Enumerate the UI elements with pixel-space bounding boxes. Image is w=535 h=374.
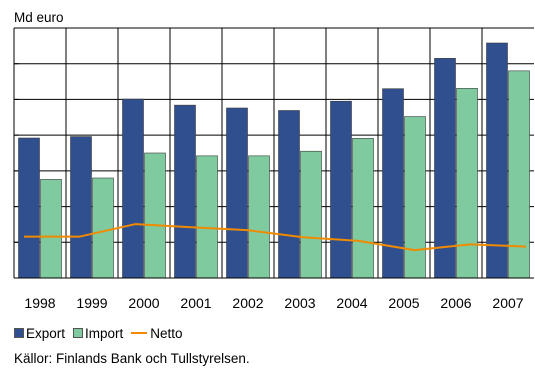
gridlines <box>14 28 534 278</box>
bar-export-1998 <box>18 137 40 279</box>
x-tick-label: 2007 <box>492 295 523 311</box>
legend-label-netto: Netto <box>150 325 183 341</box>
legend-swatch-netto <box>131 332 148 334</box>
bar-import-2005 <box>404 116 426 279</box>
legend-item-import: Import <box>73 326 123 341</box>
bar-export-2006 <box>434 58 456 279</box>
bar-import-2006 <box>456 88 478 279</box>
bar-export-2000 <box>122 98 144 279</box>
y-axis-label: Md euro <box>14 10 64 25</box>
bar-import-2000 <box>144 152 166 279</box>
netto-line-layer <box>24 223 527 252</box>
x-tick-label: 2000 <box>128 295 159 311</box>
legend-item-export: Export <box>14 326 65 341</box>
bar-import-2003 <box>300 150 322 279</box>
x-tick-label: 2006 <box>440 295 471 311</box>
legend-swatch-import <box>73 328 84 338</box>
bar-export-2005 <box>382 88 404 279</box>
bar-export-2001 <box>174 104 196 279</box>
legend-item-netto: Netto <box>131 325 183 341</box>
bar-import-1999 <box>92 177 114 279</box>
x-tick-labels: 1998 1999 2000 2001 2002 2003 2004 2005 2006 2007 <box>24 295 523 311</box>
source-note: Källor: Finlands Bank och Tullstyrelsen. <box>14 351 250 366</box>
bar-export-2004 <box>330 100 352 279</box>
bar-import-2004 <box>352 138 374 279</box>
x-tick-label: 2002 <box>232 295 263 311</box>
bar-export-2002 <box>226 107 248 279</box>
plot-frame <box>13 27 534 279</box>
x-tick-label: 2001 <box>180 295 211 311</box>
line-netto <box>24 223 527 252</box>
bar-import-2002 <box>248 155 270 279</box>
bar-export-2007 <box>486 42 508 279</box>
bar-export-1999 <box>70 136 92 279</box>
bar-import-2001 <box>196 155 218 279</box>
bar-export-2003 <box>278 110 300 279</box>
bars <box>18 42 530 279</box>
x-tick-label: 2003 <box>284 295 315 311</box>
x-tick-label: 1998 <box>24 295 55 311</box>
x-tick-label: 1999 <box>76 295 107 311</box>
x-tick-label: 2005 <box>388 295 419 311</box>
legend-label-import: Import <box>85 325 124 341</box>
bar-import-1998 <box>40 179 62 279</box>
legend-swatch-export <box>14 328 24 338</box>
legend-label-export: Export <box>26 325 66 341</box>
x-tick-label: 2004 <box>336 295 367 311</box>
legend: Export Import Netto <box>14 324 191 342</box>
